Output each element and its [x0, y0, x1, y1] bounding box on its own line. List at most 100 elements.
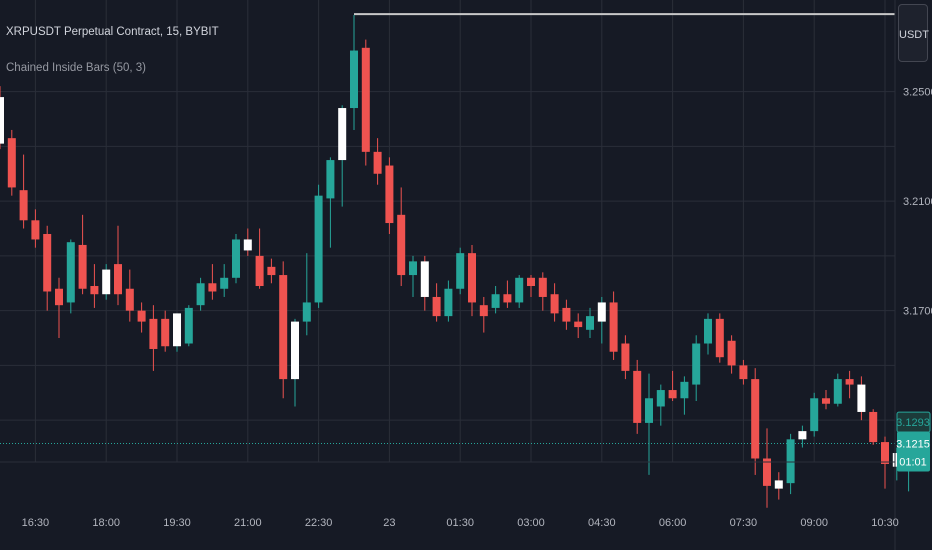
candle-body: [786, 439, 795, 484]
candle-body: [361, 47, 370, 152]
candle[interactable]: [220, 264, 229, 297]
candle[interactable]: [656, 384, 665, 426]
candle-body: [456, 253, 465, 289]
candle[interactable]: [621, 335, 630, 380]
candle[interactable]: [291, 318, 299, 407]
candle[interactable]: [232, 233, 240, 284]
candle[interactable]: [432, 283, 441, 322]
price-axis[interactable]: 3.2500 3.2100 3.1700: [903, 87, 932, 318]
candle[interactable]: [314, 184, 323, 308]
candle[interactable]: [468, 244, 476, 317]
time-axis[interactable]: 16:30 18:00 19:30 21:00 22:30 23 01:30 03:00 04:…: [22, 517, 899, 529]
candle[interactable]: [515, 275, 524, 308]
candle-body: [845, 379, 854, 385]
candle[interactable]: [397, 187, 406, 287]
candle[interactable]: [680, 376, 689, 415]
candle[interactable]: [361, 39, 370, 166]
candle[interactable]: [503, 280, 512, 308]
candles-layer: [0, 14, 913, 508]
candle[interactable]: [19, 154, 28, 229]
price-tick-label: 3.2500: [903, 87, 932, 99]
candle[interactable]: [727, 335, 736, 374]
candle[interactable]: [114, 225, 122, 306]
candle[interactable]: [869, 409, 878, 445]
candle[interactable]: [31, 209, 40, 248]
candle[interactable]: [125, 269, 134, 322]
candle[interactable]: [184, 305, 193, 347]
candle[interactable]: [704, 313, 712, 355]
candle[interactable]: [586, 307, 594, 339]
candle[interactable]: [550, 283, 559, 322]
candle[interactable]: [763, 428, 771, 508]
candle[interactable]: [609, 291, 618, 360]
candle[interactable]: [774, 472, 783, 500]
candle-body: [267, 266, 276, 276]
candle[interactable]: [574, 313, 583, 339]
candle[interactable]: [715, 313, 724, 363]
candle[interactable]: [833, 373, 842, 407]
candle[interactable]: [892, 447, 901, 481]
candle[interactable]: [857, 376, 866, 421]
inside-bar-body: [597, 302, 606, 322]
candle[interactable]: [90, 264, 99, 308]
candle[interactable]: [373, 138, 382, 185]
candle[interactable]: [66, 239, 75, 314]
candle[interactable]: [845, 370, 854, 399]
candle[interactable]: [822, 390, 830, 410]
candle[interactable]: [161, 310, 170, 352]
price-tick-label: 3.1700: [903, 306, 932, 318]
candle[interactable]: [751, 368, 760, 475]
candle[interactable]: [196, 277, 205, 311]
candle[interactable]: [456, 247, 465, 295]
time-tick-label: 01:30: [446, 517, 474, 529]
candle[interactable]: [302, 253, 311, 336]
candle[interactable]: [786, 433, 795, 495]
candle[interactable]: [810, 392, 819, 437]
candle[interactable]: [692, 335, 701, 402]
candle-body: [586, 316, 594, 330]
candle[interactable]: [444, 280, 453, 322]
inside-bar-body: [798, 431, 807, 440]
inside-bar-body: [774, 480, 783, 489]
candle[interactable]: [243, 228, 252, 256]
candle[interactable]: [55, 277, 63, 339]
candle[interactable]: [149, 305, 158, 371]
candle[interactable]: [326, 157, 335, 248]
symbol-legend[interactable]: XRPUSDT Perpetual Contract, 15, BYBIT: [6, 26, 219, 38]
candle[interactable]: [597, 296, 606, 344]
candle[interactable]: [739, 359, 748, 385]
candle[interactable]: [527, 275, 535, 297]
candle[interactable]: [645, 373, 653, 475]
candle[interactable]: [420, 255, 429, 311]
candle[interactable]: [798, 425, 807, 448]
candle[interactable]: [562, 299, 571, 330]
candle[interactable]: [43, 225, 52, 311]
candle[interactable]: [409, 255, 417, 297]
indicator-legend[interactable]: Chained Inside Bars (50, 3): [6, 62, 146, 74]
candle[interactable]: [208, 264, 217, 300]
candle[interactable]: [7, 129, 16, 196]
candle-body: [255, 255, 264, 287]
candle[interactable]: [267, 258, 276, 284]
currency-button[interactable]: USDT: [898, 4, 929, 62]
candle[interactable]: [173, 313, 181, 352]
candle[interactable]: [538, 272, 547, 311]
candle[interactable]: [385, 157, 394, 234]
candle-body: [314, 195, 323, 303]
candle[interactable]: [633, 359, 642, 434]
candle[interactable]: [78, 214, 87, 295]
candle[interactable]: [137, 302, 146, 333]
candle[interactable]: [338, 105, 347, 207]
candle[interactable]: [255, 228, 264, 289]
candle[interactable]: [479, 296, 488, 333]
candle[interactable]: [881, 436, 889, 489]
candle[interactable]: [350, 14, 358, 130]
candle[interactable]: [491, 286, 500, 314]
candle[interactable]: [0, 86, 4, 150]
candle[interactable]: [668, 370, 677, 402]
candle-body: [409, 261, 417, 276]
candle-body: [7, 138, 16, 188]
candle[interactable]: [102, 264, 111, 300]
candle[interactable]: [279, 261, 288, 399]
